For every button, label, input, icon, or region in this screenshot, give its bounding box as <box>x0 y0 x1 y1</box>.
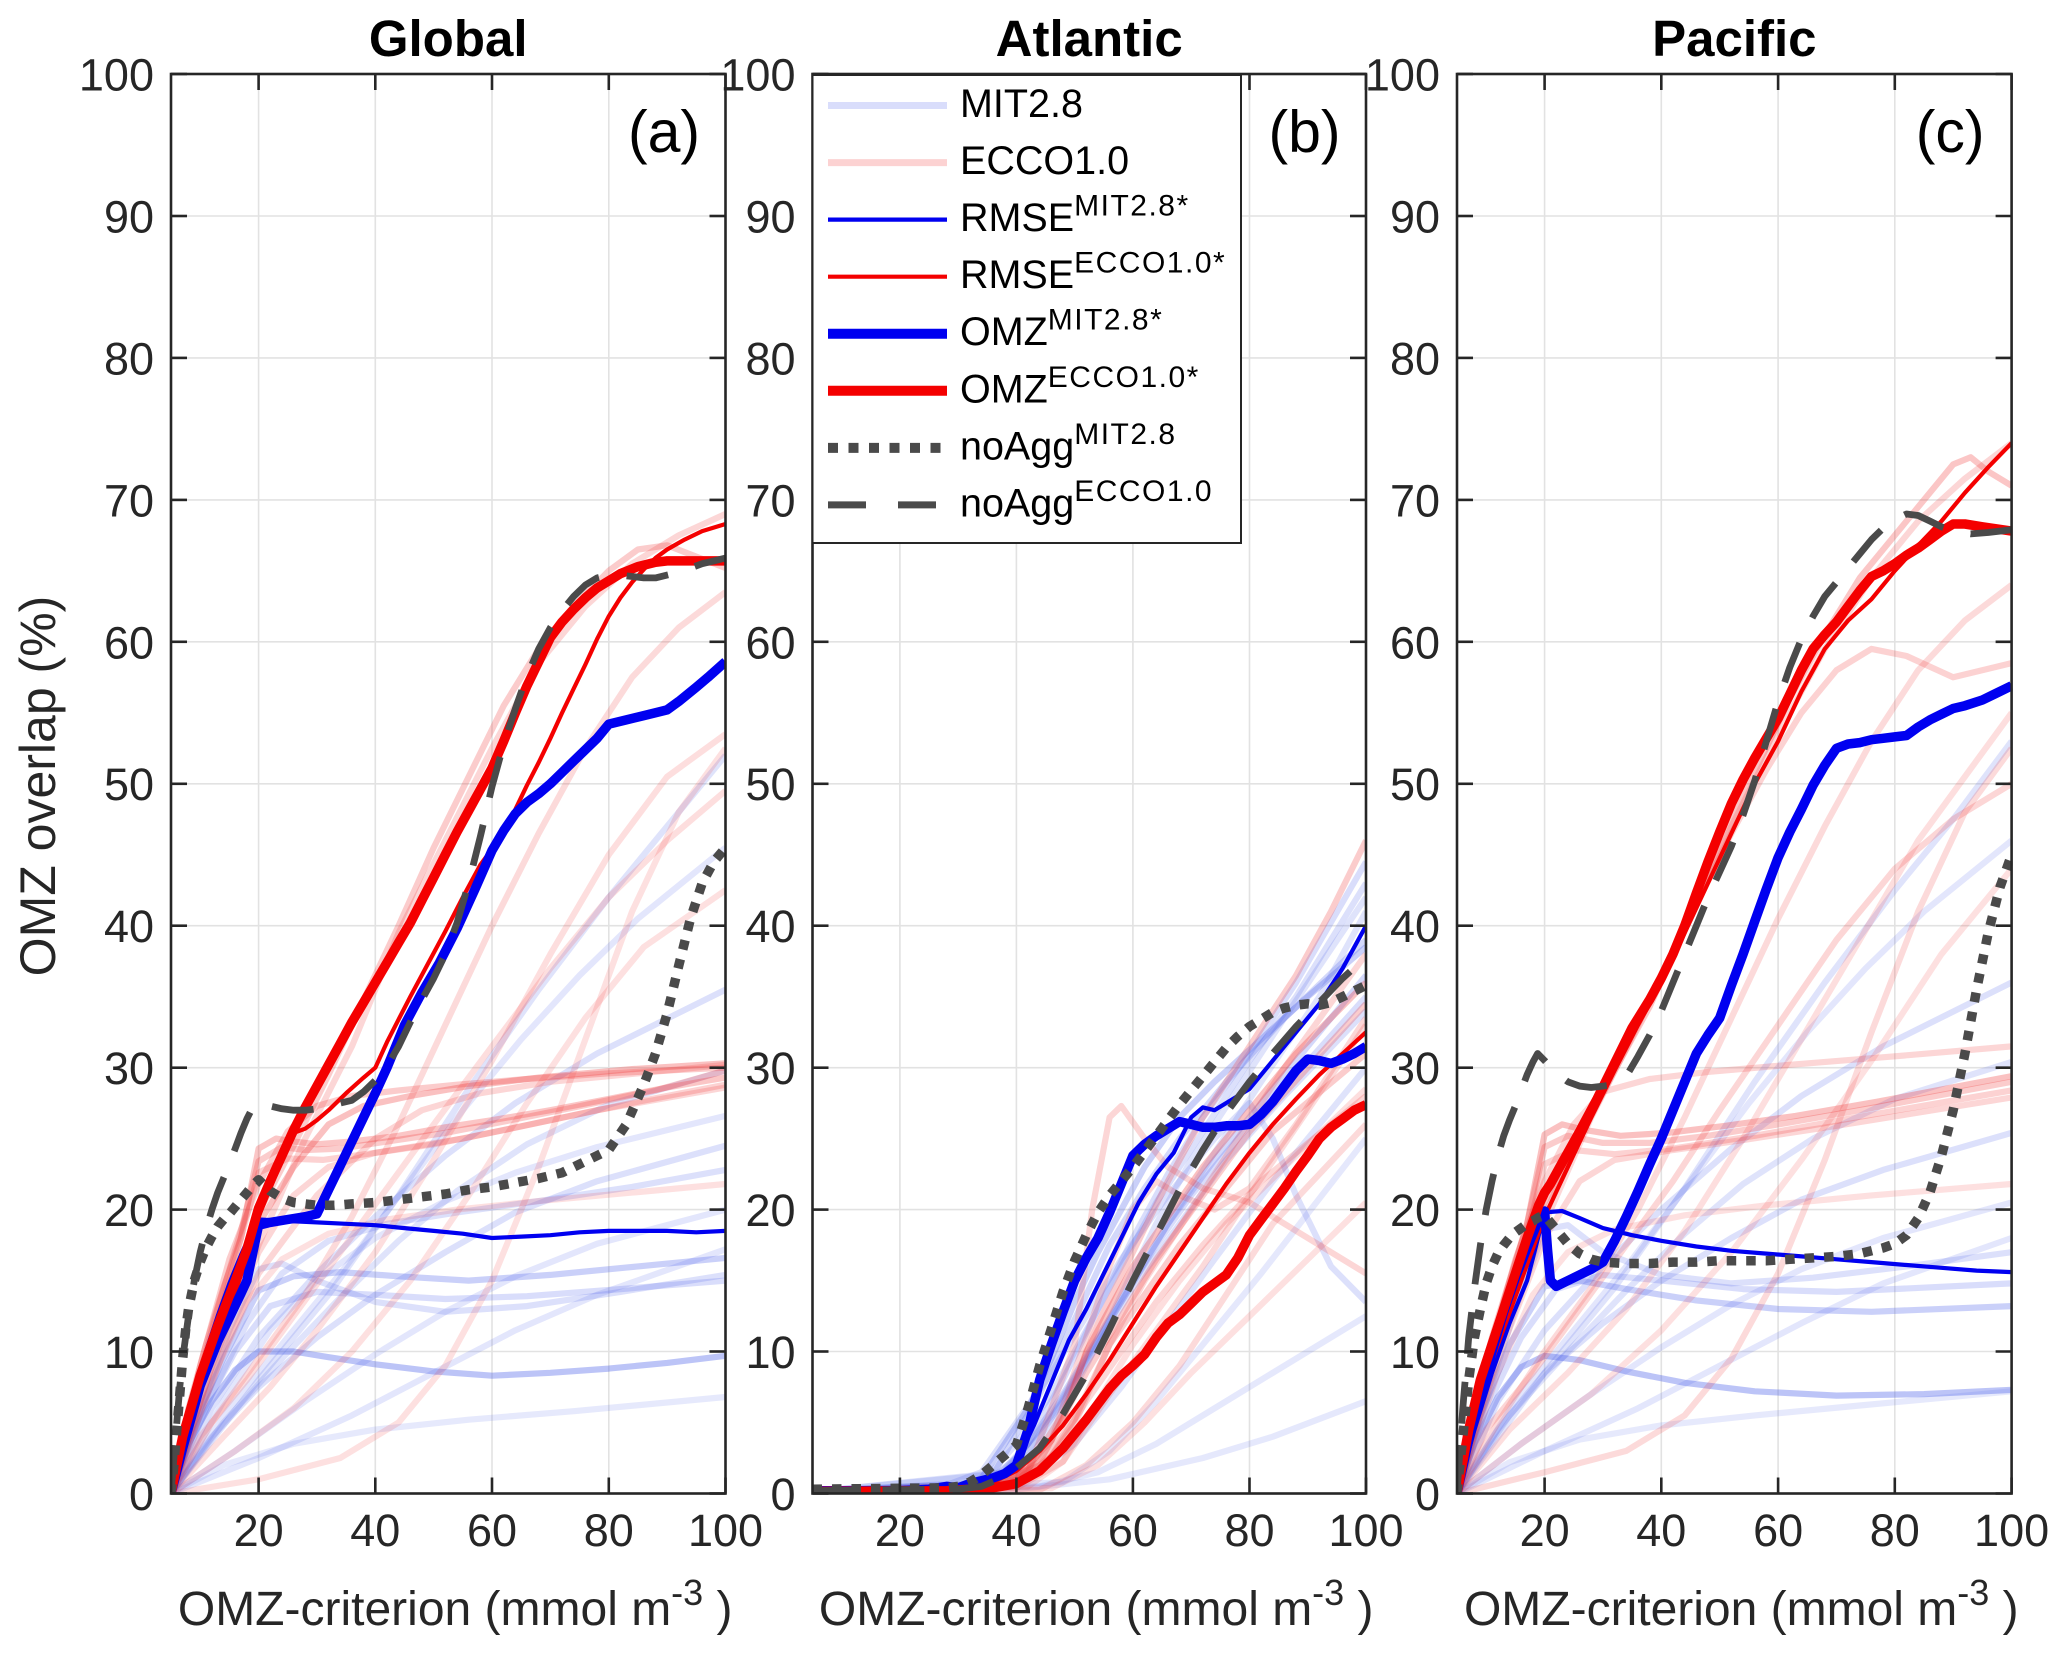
svg-text:70: 70 <box>745 475 795 526</box>
svg-text:Atlantic: Atlantic <box>996 10 1183 67</box>
svg-text:(a): (a) <box>628 99 700 165</box>
svg-text:OMZ-criterion (mmol m-3 ): OMZ-criterion (mmol m-3 ) <box>178 1572 733 1636</box>
svg-text:100: 100 <box>1328 1505 1403 1556</box>
svg-text:70: 70 <box>104 475 154 526</box>
svg-text:10: 10 <box>1390 1327 1440 1378</box>
svg-text:20: 20 <box>1520 1505 1570 1556</box>
svg-text:80: 80 <box>745 333 795 384</box>
svg-text:Global: Global <box>369 10 528 67</box>
svg-text:Pacific: Pacific <box>1652 10 1816 67</box>
svg-text:50: 50 <box>104 759 154 810</box>
svg-text:90: 90 <box>104 192 154 243</box>
svg-text:30: 30 <box>104 1043 154 1094</box>
svg-text:100: 100 <box>79 50 154 101</box>
svg-text:60: 60 <box>1390 617 1440 668</box>
svg-text:60: 60 <box>745 617 795 668</box>
svg-text:50: 50 <box>745 759 795 810</box>
svg-text:ECCO1.0: ECCO1.0 <box>960 139 1129 183</box>
svg-text:80: 80 <box>1224 1505 1274 1556</box>
svg-text:40: 40 <box>991 1505 1041 1556</box>
svg-text:(b): (b) <box>1268 99 1340 165</box>
svg-text:20: 20 <box>234 1505 284 1556</box>
svg-text:70: 70 <box>1390 475 1440 526</box>
svg-text:OMZ-criterion (mmol m-3 ): OMZ-criterion (mmol m-3 ) <box>1464 1572 2019 1636</box>
svg-text:20: 20 <box>745 1185 795 1236</box>
svg-text:0: 0 <box>1415 1469 1440 1520</box>
svg-text:80: 80 <box>584 1505 634 1556</box>
svg-text:40: 40 <box>1636 1505 1686 1556</box>
svg-text:100: 100 <box>1974 1505 2049 1556</box>
svg-text:60: 60 <box>467 1505 517 1556</box>
svg-text:30: 30 <box>1390 1043 1440 1094</box>
svg-text:100: 100 <box>720 50 795 101</box>
svg-text:100: 100 <box>688 1505 763 1556</box>
svg-text:20: 20 <box>104 1185 154 1236</box>
svg-text:40: 40 <box>745 901 795 952</box>
svg-text:(c): (c) <box>1916 99 1985 165</box>
svg-text:60: 60 <box>104 617 154 668</box>
svg-text:80: 80 <box>104 333 154 384</box>
svg-text:80: 80 <box>1870 1505 1920 1556</box>
svg-text:20: 20 <box>875 1505 925 1556</box>
svg-text:40: 40 <box>104 901 154 952</box>
svg-text:40: 40 <box>1390 901 1440 952</box>
svg-text:60: 60 <box>1108 1505 1158 1556</box>
svg-text:0: 0 <box>770 1469 795 1520</box>
svg-text:40: 40 <box>350 1505 400 1556</box>
svg-text:10: 10 <box>104 1327 154 1378</box>
svg-text:OMZ overlap (%): OMZ overlap (%) <box>10 596 66 977</box>
svg-text:80: 80 <box>1390 333 1440 384</box>
svg-text:20: 20 <box>1390 1185 1440 1236</box>
svg-text:OMZ-criterion (mmol m-3 ): OMZ-criterion (mmol m-3 ) <box>819 1572 1374 1636</box>
svg-text:90: 90 <box>745 192 795 243</box>
svg-text:0: 0 <box>129 1469 154 1520</box>
svg-text:90: 90 <box>1390 192 1440 243</box>
svg-text:MIT2.8: MIT2.8 <box>960 82 1083 126</box>
svg-text:RMSEMIT2.8*: RMSEMIT2.8* <box>960 190 1190 241</box>
svg-text:10: 10 <box>745 1327 795 1378</box>
svg-text:30: 30 <box>745 1043 795 1094</box>
svg-text:60: 60 <box>1753 1505 1803 1556</box>
svg-text:50: 50 <box>1390 759 1440 810</box>
svg-text:100: 100 <box>1365 50 1440 101</box>
